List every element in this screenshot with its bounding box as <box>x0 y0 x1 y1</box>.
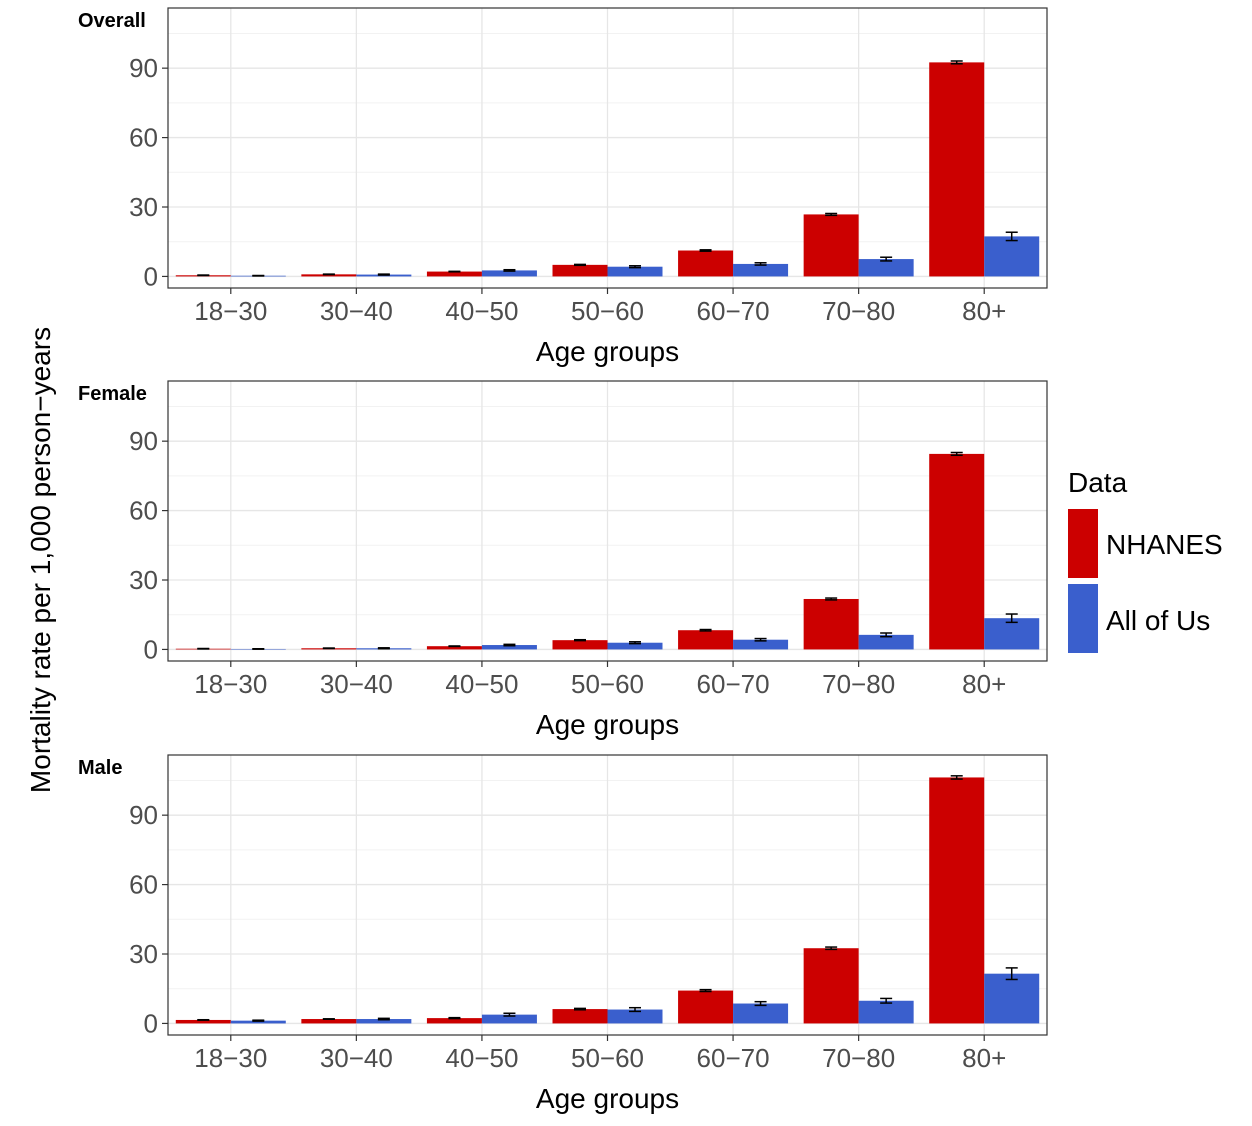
panel-overall: Overall 0 30 60 90 18−30 30−40 40−50 50−60 60−70 7… <box>78 7 1048 367</box>
x-tick-label: 30−40 <box>320 669 393 699</box>
panel-male: Male 0 30 60 90 18−30 30−40 40−50 50−60 60−70 70−8… <box>78 754 1048 1114</box>
bar-all-of-us <box>607 1009 663 1024</box>
bar-all-of-us <box>230 1020 286 1024</box>
x-tick-label: 30−40 <box>320 296 393 326</box>
x-axis-title: Age groups <box>536 336 679 367</box>
bar-nhanes <box>552 1009 608 1024</box>
legend-swatch-all-of-us <box>1068 584 1098 653</box>
bar-all-of-us <box>733 639 789 650</box>
y-tick-label: 60 <box>129 496 158 526</box>
bar-nhanes <box>426 271 482 277</box>
bar-all-of-us <box>858 1000 914 1024</box>
legend-label-all-of-us: All of Us <box>1106 605 1210 636</box>
bar-nhanes <box>678 990 734 1024</box>
x-tick-label: 60−70 <box>697 296 770 326</box>
bar-nhanes <box>175 1019 231 1024</box>
y-tick-label: 30 <box>129 565 158 595</box>
bar-nhanes <box>301 274 357 277</box>
bar-nhanes <box>552 640 608 650</box>
x-axis-title: Age groups <box>536 1083 679 1114</box>
x-tick-label: 80+ <box>962 669 1006 699</box>
y-tick-label: 0 <box>144 1008 158 1038</box>
bar-nhanes <box>426 646 482 650</box>
x-tick-label: 70−80 <box>822 296 895 326</box>
bar-all-of-us <box>607 642 663 650</box>
y-tick-label: 90 <box>129 800 158 830</box>
x-tick-label: 50−60 <box>571 1043 644 1073</box>
x-tick-label: 40−50 <box>445 1043 518 1073</box>
x-tick-label: 18−30 <box>194 296 267 326</box>
bar-nhanes <box>552 264 608 277</box>
x-tick-label: 80+ <box>962 1043 1006 1073</box>
bar-all-of-us <box>607 266 663 277</box>
x-axis-title: Age groups <box>536 709 679 740</box>
bar-nhanes <box>678 630 734 650</box>
bar-all-of-us <box>733 1003 789 1024</box>
bar-all-of-us <box>481 270 537 277</box>
y-tick-label: 0 <box>144 634 158 664</box>
bar-all-of-us <box>984 973 1040 1024</box>
y-axis-title: Mortality rate per 1,000 person−years <box>25 327 56 793</box>
facet-panels: Overall 0 30 60 90 18−30 30−40 40−50 50−60 60−70 7… <box>78 7 1048 1114</box>
bar-all-of-us <box>356 1019 412 1024</box>
y-tick-label: 90 <box>129 426 158 456</box>
bar-all-of-us <box>984 236 1040 277</box>
x-tick-label: 70−80 <box>822 669 895 699</box>
bar-nhanes <box>929 777 985 1024</box>
bar-all-of-us <box>858 259 914 277</box>
legend-title: Data <box>1068 467 1128 498</box>
y-tick-label: 90 <box>129 53 158 83</box>
panel-title: Female <box>78 383 147 405</box>
legend-label-nhanes: NHANES <box>1106 529 1223 560</box>
bar-nhanes <box>678 250 734 277</box>
bar-nhanes <box>426 1018 482 1024</box>
y-tick-label: 0 <box>144 261 158 291</box>
panel-title: Male <box>78 757 122 779</box>
bar-all-of-us <box>733 263 789 277</box>
panel-female: Female 0 30 60 90 18−30 30−40 40−50 50−60 60−70 70… <box>78 380 1048 740</box>
x-tick-label: 50−60 <box>571 669 644 699</box>
bar-nhanes <box>929 453 985 650</box>
x-tick-label: 70−80 <box>822 1043 895 1073</box>
bar-nhanes <box>803 214 859 277</box>
panel-border <box>167 754 1048 1036</box>
panel-title: Overall <box>78 10 146 32</box>
bar-nhanes <box>803 598 859 650</box>
legend: Data NHANES All of Us <box>1068 467 1223 653</box>
y-tick-label: 30 <box>129 192 158 222</box>
panel-border <box>167 7 1048 289</box>
bar-nhanes <box>301 1019 357 1024</box>
x-tick-label: 40−50 <box>445 296 518 326</box>
bar-all-of-us <box>481 1014 537 1024</box>
bar-all-of-us <box>984 618 1040 650</box>
y-tick-label: 30 <box>129 939 158 969</box>
x-tick-label: 18−30 <box>194 1043 267 1073</box>
bar-all-of-us <box>481 645 537 650</box>
y-tick-label: 60 <box>129 123 158 153</box>
bar-all-of-us <box>858 634 914 650</box>
y-tick-label: 60 <box>129 870 158 900</box>
x-tick-label: 60−70 <box>697 669 770 699</box>
bar-nhanes <box>929 62 985 277</box>
panel-border <box>167 380 1048 662</box>
x-tick-label: 80+ <box>962 296 1006 326</box>
x-tick-label: 40−50 <box>445 669 518 699</box>
bar-nhanes <box>803 948 859 1024</box>
x-tick-label: 18−30 <box>194 669 267 699</box>
x-tick-label: 50−60 <box>571 296 644 326</box>
legend-swatch-nhanes <box>1068 509 1098 578</box>
x-tick-label: 30−40 <box>320 1043 393 1073</box>
x-tick-label: 60−70 <box>697 1043 770 1073</box>
